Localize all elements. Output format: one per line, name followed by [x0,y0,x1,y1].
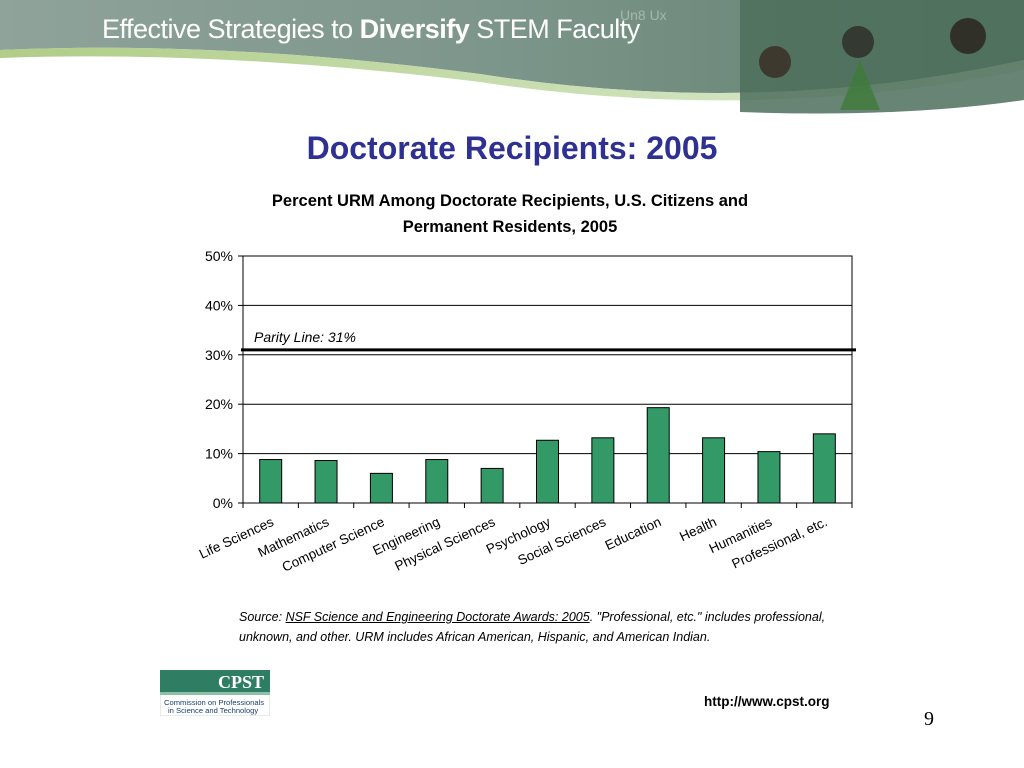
bar-chart: 0%10%20%30%40%50%Life SciencesMathematic… [197,248,856,575]
chart-title-line1: Percent URM Among Doctorate Recipients, … [271,192,749,210]
banner-background: Un8 Ux [0,0,1024,114]
banner-title-part3: STEM Faculty [469,14,640,44]
x-tick-label: Physical Sciences [392,514,497,574]
student-2-head [842,26,874,58]
banner-title-part2: Diversify [359,14,470,44]
website-url[interactable]: http://www.cpst.org [704,694,830,709]
source-rest: . "Professional, etc." includes professi… [239,610,826,644]
logo-line2: in Science and Technology [168,706,258,715]
banner-title-part1: Effective Strategies to [102,14,360,44]
source-note: Source: NSF Science and Engineering Doct… [239,608,839,647]
y-tick-label: 50% [205,248,233,264]
bar [536,439,559,504]
bar [480,467,504,504]
source-prefix: Source: [239,610,286,624]
bar [314,460,338,504]
bar [259,459,283,504]
y-tick-label: 40% [205,297,233,313]
student-3-head [950,18,986,54]
bar [702,437,726,504]
slide-title: Doctorate Recipients: 2005 [306,130,718,166]
student-1-head [759,46,791,78]
bar [591,437,615,504]
y-tick-label: 10% [205,446,233,462]
cpst-logo: CPST Commission on Professionals in Scie… [160,670,270,716]
chart-title-line2: Permanent Residents, 2005 [402,218,618,236]
logo-name: CPST [218,672,264,692]
logo-line1: Commission on Professionals [164,698,264,707]
source-link[interactable]: NSF Science and Engineering Doctorate Aw… [285,610,590,624]
x-tick-label: Professional, etc. [729,514,829,571]
y-tick-label: 0% [213,495,233,511]
chart-title: Percent URM Among Doctorate Recipients, … [200,188,820,240]
bar [369,472,393,504]
header-banner: Un8 Ux Effective Strategies to Diversify… [0,0,1024,118]
plant [840,60,880,110]
bar [757,451,781,504]
parity-line-label: Parity Line: 31% [254,329,356,345]
svg-text:Un8 Ux: Un8 Ux [620,7,667,23]
y-tick-label: 20% [205,396,233,412]
banner-title: Effective Strategies to Diversify STEM F… [102,14,640,45]
x-tick-label: Education [603,514,664,553]
bar [812,433,836,504]
page-number: 9 [924,708,934,730]
y-tick-label: 30% [205,347,233,363]
bar [425,459,449,504]
bar [646,407,670,504]
